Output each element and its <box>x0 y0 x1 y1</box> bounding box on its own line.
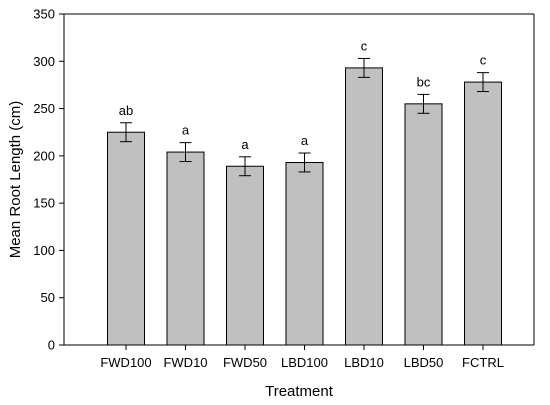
x-tick-label: FWD10 <box>163 355 207 370</box>
y-tick-label: 200 <box>33 148 55 163</box>
bar <box>226 165 264 346</box>
x-tick-label: LBD100 <box>281 355 328 370</box>
y-tick-label: 150 <box>33 196 55 211</box>
bar <box>345 67 383 346</box>
significance-label: a <box>182 123 190 138</box>
significance-label: a <box>301 133 309 148</box>
x-tick-label: FWD50 <box>223 355 267 370</box>
bar <box>166 151 205 346</box>
significance-label: c <box>361 38 368 53</box>
bar <box>464 81 502 346</box>
significance-label: c <box>480 53 487 68</box>
significance-label: bc <box>417 74 431 89</box>
bar <box>285 161 324 346</box>
x-tick-label: FWD100 <box>100 355 151 370</box>
x-tick-label: LBD10 <box>344 355 384 370</box>
y-tick-label: 250 <box>33 101 55 116</box>
axes-layer: 0 50 100 150 200 250 300 350 FWD100 FWD10 FWD50 LBD… <box>33 7 535 370</box>
bars-layer <box>107 67 502 346</box>
error-bars-layer <box>120 57 489 177</box>
bar <box>404 103 443 346</box>
x-tick-label: LBD50 <box>404 355 444 370</box>
y-axis-title: Mean Root Length (cm) <box>7 101 24 259</box>
bar <box>107 131 145 346</box>
y-tick-label: 50 <box>41 290 55 305</box>
y-tick-label: 300 <box>33 54 55 69</box>
y-tick-label: 0 <box>48 338 55 353</box>
significance-label: a <box>241 137 249 152</box>
significance-labels-layer: ab a a a c bc c <box>119 38 487 151</box>
x-tick-label: FCTRL <box>462 355 504 370</box>
y-tick-label: 350 <box>33 7 55 22</box>
x-axis-title: Treatment <box>265 383 334 400</box>
y-tick-label: 100 <box>33 243 55 258</box>
significance-label: ab <box>119 103 133 118</box>
